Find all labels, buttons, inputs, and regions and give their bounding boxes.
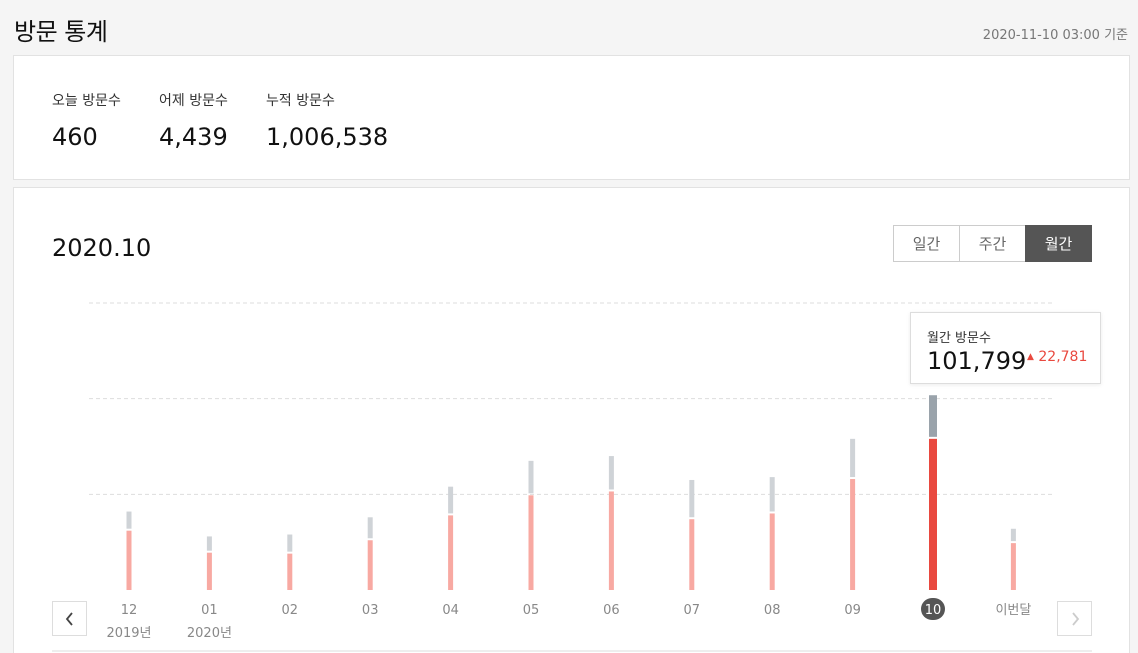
period-daily-button[interactable]: 일간: [893, 225, 960, 262]
x-tick-sublabel: 2020년: [187, 626, 232, 641]
prev-period-button[interactable]: [52, 601, 87, 636]
selected-month-badge: [921, 598, 945, 620]
tooltip-value: 101,799: [927, 347, 1027, 375]
x-tick-label: 02: [282, 603, 299, 618]
stat-yesterday-value: 4,439: [159, 123, 228, 151]
bar-cap: [608, 456, 614, 490]
visit-chart-card: 2020.10 일간 주간 월간 12 2019년 01 2020년 02 03 04 05 0…: [13, 187, 1130, 653]
x-tick-label: 10: [925, 603, 942, 618]
x-tick-label: 06: [603, 603, 620, 618]
x-tick-label: 12: [121, 603, 138, 618]
stat-today: 오늘 방문수 460: [52, 90, 121, 151]
bar-cap: [448, 486, 454, 514]
bar-cap: [769, 477, 775, 512]
x-tick-label: 08: [764, 603, 781, 618]
x-tick-label: 04: [442, 603, 459, 618]
bar-cap: [367, 517, 373, 539]
bar: [929, 438, 937, 590]
x-tick-label: 05: [523, 603, 540, 618]
bar-cap: [929, 395, 937, 437]
tooltip-change: ▲ 22,781: [1027, 349, 1087, 365]
stat-today-label: 오늘 방문수: [52, 93, 121, 109]
visit-bar-chart: 12 2019년 01 2020년 02 03 04 05 06 07 08 09 10 이번달: [52, 302, 1092, 652]
period-selector: 일간 주간 월간: [893, 225, 1092, 262]
bar: [689, 519, 695, 590]
tooltip-change-value: 22,781: [1038, 349, 1088, 365]
stat-today-value: 460: [52, 123, 98, 151]
bar-cap: [206, 536, 212, 551]
chevron-right-icon: [1071, 611, 1079, 626]
stat-total: 누적 방문수 1,006,538: [266, 90, 388, 151]
page-title: 방문 통계: [14, 18, 108, 46]
bar-cap: [126, 511, 132, 529]
stat-total-label: 누적 방문수: [266, 93, 335, 109]
bar: [769, 513, 775, 590]
chevron-left-icon: [65, 611, 73, 626]
tooltip-label: 월간 방문수: [927, 331, 991, 346]
period-monthly-button[interactable]: 월간: [1025, 225, 1092, 262]
x-tick-label: 이번달: [995, 603, 1031, 618]
updated-timestamp: 2020-11-10 03:00 기준: [982, 28, 1128, 43]
bar: [448, 515, 454, 590]
x-tick-label: 09: [844, 603, 861, 618]
x-tick-label: 01: [201, 603, 218, 618]
bar-cap: [850, 438, 856, 478]
bar: [1010, 543, 1016, 590]
x-tick-label: 03: [362, 603, 379, 618]
period-title: 2020.10: [52, 234, 152, 262]
next-period-button[interactable]: [1057, 601, 1092, 636]
stat-yesterday-label: 어제 방문수: [159, 93, 228, 109]
x-tick-label: 07: [684, 603, 701, 618]
bar: [608, 491, 614, 590]
bar: [126, 530, 132, 590]
visit-summary-card: 오늘 방문수 460 어제 방문수 4,439 누적 방문수 1,006,538: [13, 55, 1130, 180]
stat-total-value: 1,006,538: [266, 123, 389, 151]
bar-cap: [287, 534, 293, 552]
up-arrow-icon: ▲: [1027, 352, 1034, 362]
bar-cap: [689, 479, 695, 518]
bar-cap: [1010, 528, 1016, 542]
bar-cap: [528, 460, 534, 494]
x-tick-sublabel: 2019년: [106, 626, 151, 641]
chart-tooltip: 월간 방문수 101,799 ▲ 22,781: [910, 312, 1101, 384]
bar: [850, 479, 856, 590]
bar: [367, 540, 373, 590]
stat-yesterday: 어제 방문수 4,439: [159, 90, 228, 151]
bar: [287, 553, 293, 590]
bar: [206, 552, 212, 590]
bar: [528, 495, 534, 590]
